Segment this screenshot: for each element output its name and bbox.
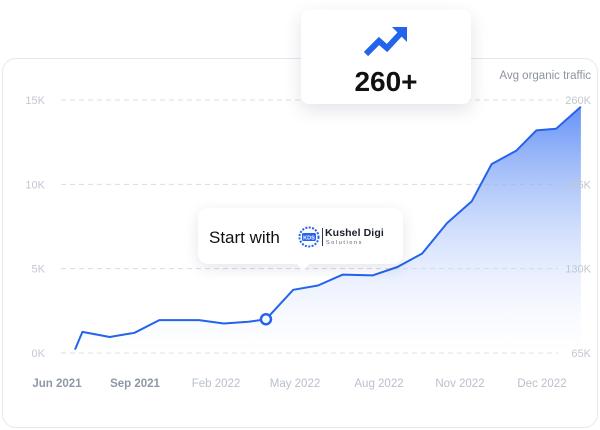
x-tick-label: Dec 2022 bbox=[517, 378, 566, 390]
stat-card: 260+ bbox=[301, 10, 471, 104]
series-area bbox=[75, 106, 581, 353]
right-tick-label: 130K bbox=[565, 264, 591, 276]
x-tick-label: Aug 2022 bbox=[354, 378, 403, 390]
right-tick-label: 65K bbox=[571, 348, 591, 360]
x-tick-label: Jun 2021 bbox=[32, 378, 82, 390]
callout-text: Start with bbox=[209, 228, 280, 247]
callout-pointer bbox=[296, 263, 310, 271]
start-marker bbox=[259, 313, 273, 326]
traffic-chart: 0K 65K 5K 130K 10K 195K 15K 260K Jun 2021 Sep 202… bbox=[25, 70, 591, 390]
kushel-digi-logo: KDS Kushel Digi Solutions bbox=[298, 224, 394, 250]
left-tick-label: 15K bbox=[25, 95, 45, 107]
logo-mark-text: KDS bbox=[303, 235, 315, 241]
kds-logo-mark: KDS bbox=[298, 226, 320, 248]
right-tick-label: 260K bbox=[565, 95, 591, 107]
series-line bbox=[74, 105, 582, 350]
left-tick-label: 0K bbox=[32, 348, 46, 360]
left-tick-label: 5K bbox=[32, 264, 46, 276]
right-tick-label: 195K bbox=[565, 179, 591, 191]
x-tick-label: Sep 2021 bbox=[110, 378, 160, 390]
chart-card: 0K 65K 5K 130K 10K 195K 15K 260K Jun 2021 Sep 202… bbox=[2, 58, 598, 428]
start-callout: Start with KDS Kushel Digi Solutions bbox=[198, 208, 403, 264]
x-tick-label: Feb 2022 bbox=[192, 378, 241, 390]
logo-name: Kushel Digi bbox=[325, 227, 384, 239]
x-tick-label: Nov 2022 bbox=[435, 378, 484, 390]
stat-value: 260+ bbox=[354, 66, 418, 97]
right-axis-title: Avg organic traffic bbox=[499, 70, 591, 82]
left-tick-label: 10K bbox=[25, 179, 45, 191]
logo-tagline: Solutions bbox=[326, 240, 364, 246]
logo-divider bbox=[322, 228, 323, 246]
trending-up-arrow-icon bbox=[363, 27, 407, 57]
x-tick-label: May 2022 bbox=[270, 378, 321, 390]
